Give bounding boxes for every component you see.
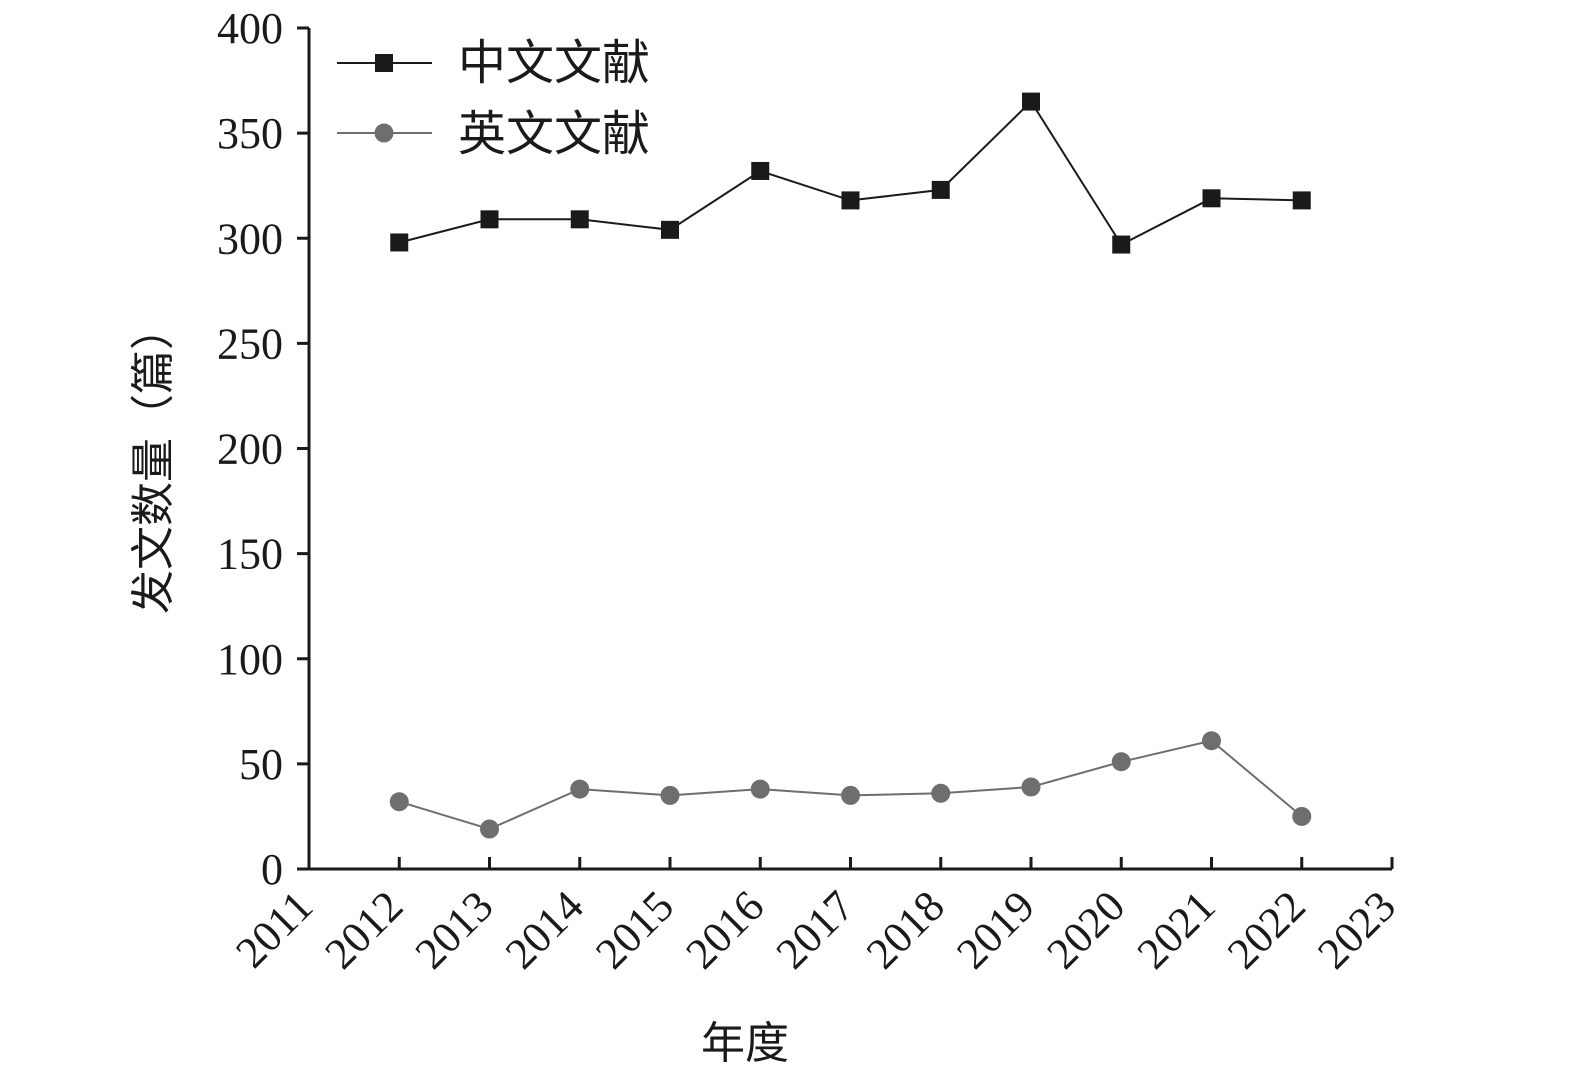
series-line-1 bbox=[399, 739, 1303, 831]
y-axis-title: 发文数量（篇） bbox=[128, 306, 179, 614]
data-point-square bbox=[1202, 189, 1221, 208]
x-tick-label: 2013 bbox=[406, 881, 503, 978]
legend-label-chinese: 中文文献 bbox=[458, 35, 650, 91]
data-point-square bbox=[751, 161, 770, 180]
x-tick-label: 2018 bbox=[857, 881, 954, 978]
data-point-circle bbox=[570, 779, 590, 799]
data-point-circle bbox=[1202, 731, 1221, 751]
x-axis-title: 年度 bbox=[701, 1018, 789, 1069]
legend-marker-square bbox=[375, 54, 393, 72]
y-tick-label: 350 bbox=[217, 109, 283, 158]
x-tick-label: 2012 bbox=[315, 881, 412, 978]
legend-marker-circle bbox=[374, 123, 394, 143]
x-ticks: 2011201220132014201520162017201820192020… bbox=[226, 857, 1405, 978]
y-ticks: 0 50 100 150 200 250 300 350 400 bbox=[217, 4, 309, 894]
data-point-circle bbox=[750, 779, 770, 799]
legend: 中文文献 英文文献 bbox=[337, 35, 650, 162]
data-point-circle bbox=[660, 785, 680, 805]
x-tick-label: 2016 bbox=[676, 881, 773, 978]
data-point-square bbox=[1022, 92, 1040, 111]
data-point-circle bbox=[389, 792, 409, 812]
y-tick-label: 250 bbox=[217, 319, 283, 368]
data-point-square bbox=[480, 210, 499, 229]
x-tick-label: 2011 bbox=[226, 881, 322, 977]
data-point-circle bbox=[480, 819, 499, 839]
series-layer bbox=[389, 92, 1312, 839]
data-point-circle bbox=[931, 783, 951, 803]
y-tick-label: 150 bbox=[217, 530, 283, 579]
data-point-square bbox=[570, 210, 589, 229]
data-point-square bbox=[841, 191, 860, 210]
x-tick-label: 2023 bbox=[1308, 881, 1405, 978]
x-tick-label: 2021 bbox=[1128, 881, 1225, 978]
y-tick-label: 300 bbox=[217, 214, 283, 263]
data-point-square bbox=[1112, 235, 1131, 254]
data-point-circle bbox=[841, 785, 860, 805]
y-tick-label: 50 bbox=[239, 740, 283, 789]
legend-label-english: 英文文献 bbox=[458, 106, 650, 162]
data-point-square bbox=[661, 220, 679, 239]
y-tick-label: 0 bbox=[261, 845, 283, 894]
x-tick-label: 2014 bbox=[496, 881, 593, 978]
y-tick-label: 200 bbox=[217, 425, 283, 474]
x-tick-label: 2019 bbox=[947, 881, 1044, 978]
data-point-circle bbox=[1111, 752, 1131, 772]
data-point-square bbox=[1292, 191, 1311, 210]
x-tick-label: 2020 bbox=[1037, 881, 1134, 978]
x-tick-label: 2022 bbox=[1218, 881, 1315, 978]
x-tick-label: 2015 bbox=[586, 881, 683, 978]
x-tick-label: 2017 bbox=[767, 881, 864, 978]
data-point-circle bbox=[1292, 806, 1312, 826]
data-point-square bbox=[390, 233, 409, 252]
y-tick-label: 100 bbox=[217, 635, 283, 684]
data-point-circle bbox=[1021, 777, 1041, 797]
data-point-square bbox=[931, 180, 950, 199]
y-tick-label: 400 bbox=[217, 4, 283, 53]
